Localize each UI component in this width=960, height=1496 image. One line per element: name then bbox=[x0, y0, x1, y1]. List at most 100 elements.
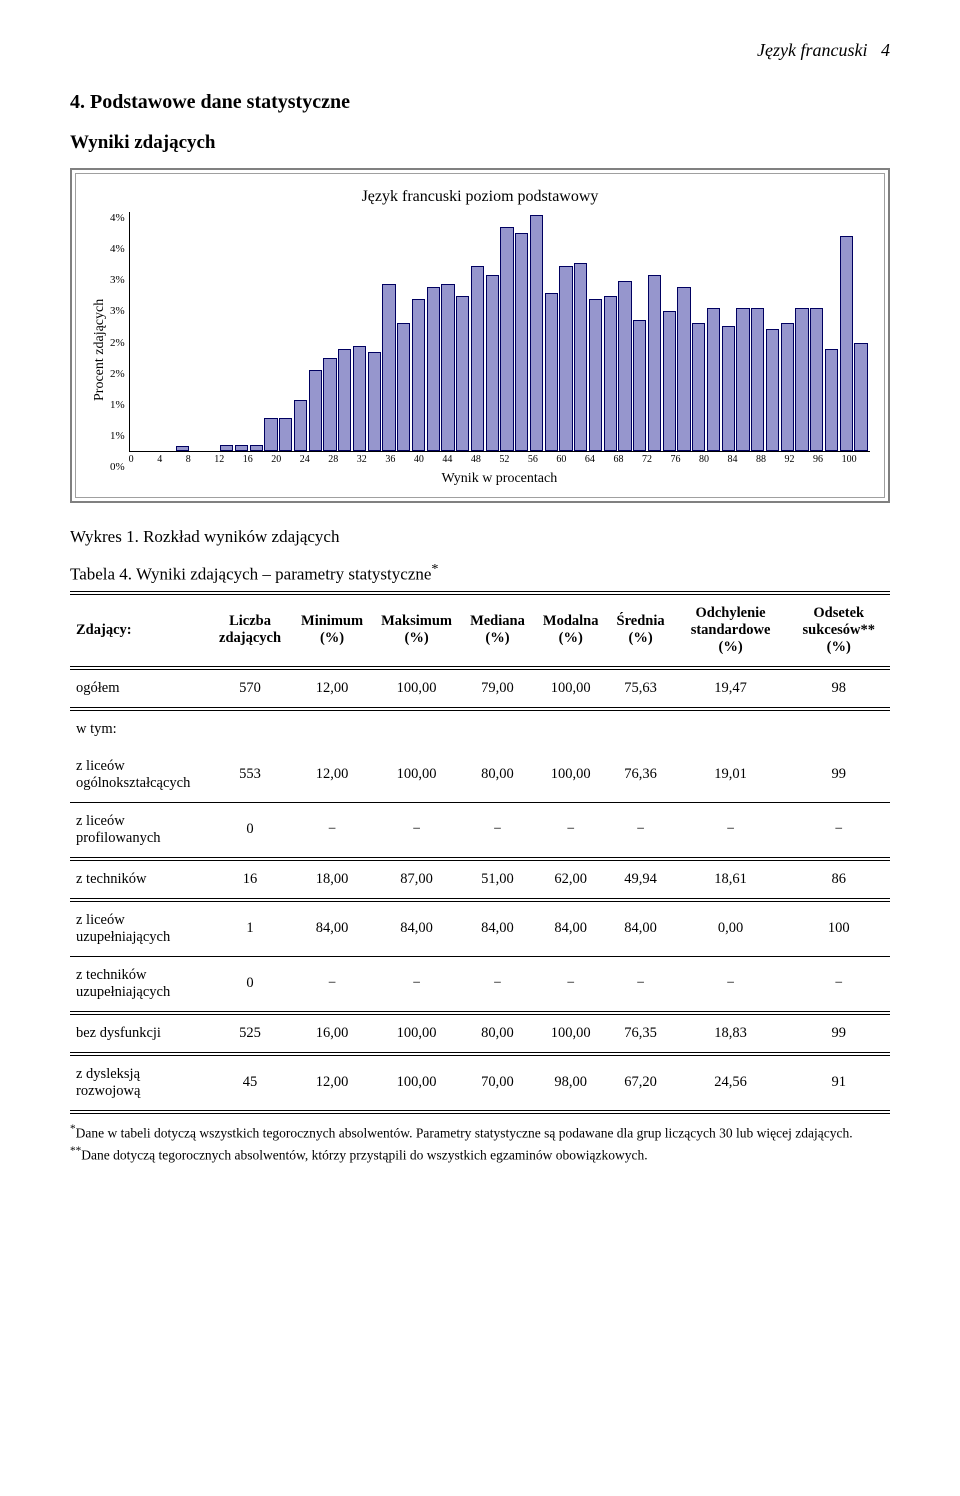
table-row: z liceów ogólnokształcących55312,00 100,0… bbox=[70, 748, 890, 803]
table-cell: − bbox=[534, 802, 608, 859]
table-cell: 0 bbox=[208, 956, 292, 1013]
chart-y-tick: 3% bbox=[110, 274, 125, 286]
table-header-rowlabel: Zdający: bbox=[70, 593, 208, 668]
table-cell: 84,00 bbox=[608, 900, 674, 957]
chart-y-tick: 2% bbox=[110, 337, 125, 349]
chart-bar bbox=[795, 308, 808, 451]
table-row: z liceów uzupełniających184,0084,0084,00… bbox=[70, 900, 890, 957]
table-body: ogółem57012,00100,0079,00100,0075,6319,4… bbox=[70, 668, 890, 1112]
chart-bar bbox=[323, 358, 336, 451]
chart-bar bbox=[604, 296, 617, 451]
chart-bar bbox=[441, 284, 454, 451]
table-cell: 100 bbox=[788, 900, 890, 957]
table-header-row: Zdający:Liczba zdającychMinimum (%)Maksi… bbox=[70, 593, 890, 668]
chart-bar bbox=[397, 323, 410, 451]
table-header-col: Liczba zdających bbox=[208, 593, 292, 668]
table-cell: − bbox=[534, 956, 608, 1013]
chart-bar bbox=[368, 352, 381, 451]
chart-bar bbox=[264, 418, 277, 451]
table-cell: − bbox=[674, 802, 788, 859]
table-row: z techników uzupełniających0−−−−−−− bbox=[70, 956, 890, 1013]
table-header-col: Odsetek sukcesów** (%) bbox=[788, 593, 890, 668]
chart-bar bbox=[486, 275, 499, 451]
table-cell: 99 bbox=[788, 748, 890, 803]
table-cell: 91 bbox=[788, 1054, 890, 1112]
chart-bar bbox=[663, 311, 676, 451]
chart-bar bbox=[677, 287, 690, 451]
chart-x-tick: 24 bbox=[300, 454, 329, 465]
chart-x-tick: 20 bbox=[271, 454, 300, 465]
chart-x-tick: 32 bbox=[357, 454, 386, 465]
table-cell: − bbox=[292, 802, 372, 859]
chart-x-tick: 28 bbox=[328, 454, 357, 465]
chart-x-tick: 60 bbox=[556, 454, 585, 465]
chart-x-tick: 56 bbox=[528, 454, 557, 465]
chart-bar bbox=[589, 299, 602, 451]
chart-x-tick: 96 bbox=[813, 454, 842, 465]
chart-x-tick: 64 bbox=[585, 454, 614, 465]
chart-bar bbox=[309, 370, 322, 451]
table-cell: 75,63 bbox=[608, 668, 674, 709]
footnote-1-text: Dane w tabeli dotyczą wszystkich tegoroc… bbox=[76, 1125, 853, 1140]
table-cell: 525 bbox=[208, 1013, 292, 1054]
table-row: z techników1618,0087,0051,0062,0049,9418… bbox=[70, 859, 890, 900]
table-cell: − bbox=[674, 956, 788, 1013]
table-row-label: z dysleksją rozwojową bbox=[70, 1054, 208, 1112]
section-title: Podstawowe dane statystyczne bbox=[90, 91, 350, 113]
table-cell: − bbox=[372, 956, 461, 1013]
footnotes: *Dane w tabeli dotyczą wszystkich tegoro… bbox=[70, 1122, 890, 1165]
table-cell: − bbox=[292, 956, 372, 1013]
chart-title: Język francuski poziom podstawowy bbox=[90, 188, 870, 206]
chart-bar bbox=[294, 400, 307, 451]
table-cell: − bbox=[461, 802, 534, 859]
chart-x-tick: 52 bbox=[499, 454, 528, 465]
table-row-label: z techników bbox=[70, 859, 208, 900]
table-header-col: Odchylenie standardowe (%) bbox=[674, 593, 788, 668]
table-cell: 99 bbox=[788, 1013, 890, 1054]
chart-bar bbox=[235, 445, 248, 451]
table-cell: 86 bbox=[788, 859, 890, 900]
chart-bar bbox=[530, 215, 543, 451]
table-cell: 12,00 bbox=[292, 748, 372, 803]
table-cell: 16 bbox=[208, 859, 292, 900]
chart-y-tick: 4% bbox=[110, 243, 125, 255]
table-cell: 18,00 bbox=[292, 859, 372, 900]
chart-x-tick: 88 bbox=[756, 454, 785, 465]
chart-bar bbox=[736, 308, 749, 451]
chart-bar bbox=[456, 296, 469, 451]
table-cell: 1 bbox=[208, 900, 292, 957]
table-row-label: z liceów ogólnokształcących bbox=[70, 748, 208, 803]
section-subtitle: Wyniki zdających bbox=[70, 132, 890, 154]
table-cell: 62,00 bbox=[534, 859, 608, 900]
chart-x-tick: 92 bbox=[785, 454, 814, 465]
chart-bar bbox=[633, 320, 646, 451]
table-cell: 100,00 bbox=[534, 748, 608, 803]
chart-bar bbox=[854, 343, 867, 451]
chart-bar bbox=[574, 263, 587, 451]
table-cell: 553 bbox=[208, 748, 292, 803]
table-cell: 19,01 bbox=[674, 748, 788, 803]
chart-bar bbox=[382, 284, 395, 451]
chart-bar bbox=[471, 266, 484, 451]
table-cell: 84,00 bbox=[372, 900, 461, 957]
table-cell: 18,61 bbox=[674, 859, 788, 900]
chart-bar bbox=[353, 346, 366, 451]
table-cell: 100,00 bbox=[372, 668, 461, 709]
table-caption-text: Tabela 4. Wyniki zdających – parametry s… bbox=[70, 565, 431, 584]
table-row-label: z liceów uzupełniających bbox=[70, 900, 208, 957]
chart-x-tick: 8 bbox=[186, 454, 215, 465]
table-cell: 84,00 bbox=[461, 900, 534, 957]
table-header-col: Modalna (%) bbox=[534, 593, 608, 668]
table-cell: 19,47 bbox=[674, 668, 788, 709]
table-row-label: ogółem bbox=[70, 668, 208, 709]
chart-bar bbox=[220, 445, 233, 451]
chart-x-tick: 0 bbox=[129, 454, 158, 465]
table-cell: − bbox=[461, 956, 534, 1013]
table-cell: 87,00 bbox=[372, 859, 461, 900]
footnote-2-text: Dane dotyczą tegorocznych absolwentów, k… bbox=[81, 1148, 647, 1163]
chart-y-tick: 1% bbox=[110, 399, 125, 411]
table-cell: 79,00 bbox=[461, 668, 534, 709]
chart-y-tick: 4% bbox=[110, 212, 125, 224]
chart-bar bbox=[545, 293, 558, 451]
stats-table: Zdający:Liczba zdającychMinimum (%)Maksi… bbox=[70, 591, 890, 1114]
